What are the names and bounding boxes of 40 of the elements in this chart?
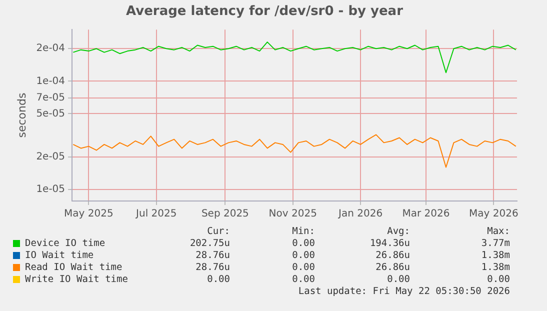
text: 202.75u: [190, 238, 230, 250]
y-tick-label: 5e-05: [36, 108, 66, 120]
text: 0.00: [292, 262, 315, 274]
x-tick-label: Sep 2025: [201, 208, 249, 220]
text: 0.00: [292, 250, 315, 262]
x-tick-label: Mar 2026: [402, 208, 450, 220]
x-tick-label: May 2026: [469, 208, 518, 220]
y-tick-label: 1e-04: [36, 76, 66, 87]
text: 26.86u: [376, 250, 410, 262]
x-tick-label: Jan 2026: [338, 208, 383, 220]
text: Last update: Fri May 22 05:30:50 2026: [298, 286, 510, 298]
y-tick-label: 2e-05: [36, 151, 66, 162]
text: 0.00: [207, 274, 230, 286]
y-tick-label: 2e-04: [36, 43, 66, 54]
x-tick-label: Nov 2025: [268, 208, 317, 220]
y-tick-label: 7e-05: [36, 92, 66, 104]
text: 26.86u: [376, 262, 410, 274]
legend-label: Write IO Wait time: [25, 274, 128, 286]
text: 1.38m: [481, 250, 510, 262]
text: 1.38m: [481, 262, 510, 274]
text: 194.36u: [370, 238, 410, 250]
text: Min:: [292, 226, 315, 238]
text: 3.77m: [481, 238, 510, 250]
text: 28.76u: [196, 250, 230, 262]
chart-title: Average latency for /dev/sr0 - by year: [126, 4, 404, 20]
y-axis-title: seconds: [15, 92, 28, 138]
text: Avg:: [387, 226, 410, 238]
x-tick-label: Jul 2025: [135, 208, 177, 220]
text: 0.00: [292, 238, 315, 250]
legend-label: IO Wait time: [25, 250, 94, 262]
text: 0.00: [292, 274, 315, 286]
text: 0.00: [387, 274, 410, 286]
text: 0.00: [487, 274, 510, 286]
x-tick-label: May 2025: [64, 208, 114, 220]
text: Cur:: [207, 226, 230, 238]
y-tick-label: 1e-05: [36, 184, 66, 195]
legend-label: Read IO Wait time: [25, 262, 122, 274]
text: 28.76u: [196, 262, 230, 274]
text: Max:: [487, 226, 510, 238]
legend-label: Device IO time: [25, 238, 106, 250]
